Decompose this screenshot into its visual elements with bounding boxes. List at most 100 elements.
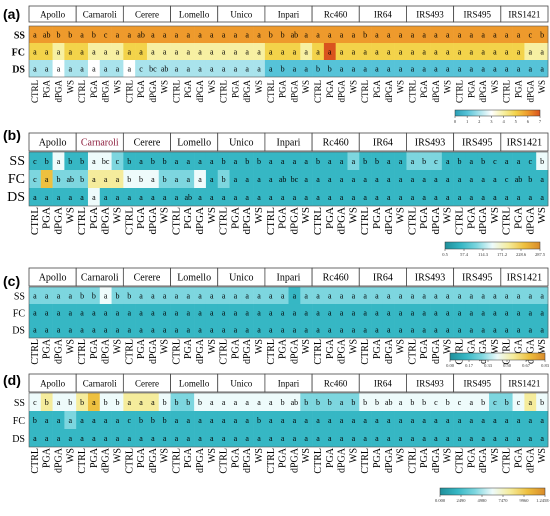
heatmap-cell [264,287,278,304]
cell-letter: a [493,326,497,335]
heatmap-cell [87,429,101,447]
heatmap-cell [489,43,502,60]
heatmap-cell [418,393,431,411]
cell-letter: b [127,157,131,166]
cell-letter: a [198,434,202,443]
heatmap-cell [182,60,195,77]
heatmap-cell [453,60,466,77]
heatmap-cell [264,188,278,206]
cell-letter: a [540,193,544,202]
cell-letter: a [316,416,320,425]
heatmap-cell [135,26,148,43]
heatmap-cell [40,287,53,304]
heatmap-cell [158,60,171,77]
heatmap-cell [524,170,537,188]
treatment-tick-label: dPGA [101,447,112,473]
cell-letter: a [434,175,438,184]
cell-letter: b [528,175,532,184]
heatmap-cell [382,321,395,338]
cell-letter: a [104,48,108,57]
cell-letter: a [304,65,308,74]
heatmap-cell [241,43,254,60]
cell-letter: a [422,309,426,318]
cell-letter: a [328,48,332,57]
cell-letter: a [198,416,202,425]
heatmap-cell [123,287,136,304]
treatment-tick-label: WS [347,207,359,224]
treatment-tick-label: CTRL [30,80,40,103]
cell-letter: a [139,398,143,407]
heatmap-cell [111,60,124,77]
treatment-tick-label: dPGA [383,207,395,235]
cell-letter: a [505,292,509,301]
heatmap-cell [288,188,301,206]
row-label: FC [13,416,26,427]
panel-label: (b) [3,127,21,143]
cell-letter: a [116,434,120,443]
heatmap-cell [229,287,242,304]
heatmap-cell [217,152,230,170]
cultivar-label: Apollo [40,379,66,389]
cell-letter: c [116,157,120,166]
heatmap-cell [394,321,407,338]
heatmap-cell [52,304,65,321]
cell-letter: a [352,326,356,335]
cell-letter: a [363,175,367,184]
cell-letter: a [340,326,344,335]
treatment-tick-label: PGA [42,338,53,359]
heatmap-cell [489,411,502,429]
heatmap-cell [489,152,502,170]
cultivar-label: Lomello [177,138,211,149]
cell-letter: a [281,309,285,318]
cell-letter: a [352,31,356,40]
cell-letter: a [517,193,521,202]
cell-letter: a [529,309,533,318]
heatmap-cell [182,429,195,447]
heatmap-cell [300,287,313,304]
heatmap-cell [52,411,65,429]
cell-letter: a [163,326,167,335]
heatmap-a: Apollo Carnaroli Cerere Lomello Unico Inpari R… [12,5,549,124]
cell-letter: a [116,309,120,318]
cell-letter: a [245,292,249,301]
cell-letter: a [198,193,202,202]
treatment-tick-label: CTRL [29,207,41,235]
colorbar-tick-label: 57.4 [460,252,469,257]
cell-letter: a [304,193,308,202]
heatmap-cell [312,152,325,170]
cell-letter: a [446,175,450,184]
heatmap-cell [347,43,360,60]
treatment-tick-label: CTRL [407,448,418,474]
cell-letter: a [340,65,344,74]
cell-letter: b [92,292,96,301]
heatmap-cell [182,411,195,429]
row-label: SS [14,292,25,303]
heatmap-cell [217,60,230,77]
heatmap-cell [40,321,53,338]
cell-letter: b [56,31,60,40]
cell-letter: a [505,309,509,318]
colorbar [439,487,546,496]
cell-letter: a [340,193,344,202]
cell-letter: a [328,193,332,202]
cell-letter: b [68,398,72,407]
cell-letter: a [151,398,155,407]
heatmap-cell [300,321,313,338]
cell-letter: a [222,48,226,57]
cell-letter: b [446,398,450,407]
cell-letter: a [92,398,96,407]
heatmap-cell [323,43,336,60]
treatment-tick-label: dPGA [148,338,159,364]
cultivar-label: Carnaroli [81,138,119,149]
heatmap-cell [87,287,101,304]
row-label: DS [7,190,25,205]
treatment-tick-label: dPGA [147,207,159,235]
cell-letter: ab [43,31,51,40]
cell-letter: a [422,31,426,40]
cell-letter: b [127,175,131,184]
treatment-tick-label: dPGA [336,207,348,235]
cell-letter: a [399,309,403,318]
heatmap-cell [500,304,513,321]
cell-letter: a [80,65,84,74]
heatmap-cell [430,152,443,170]
